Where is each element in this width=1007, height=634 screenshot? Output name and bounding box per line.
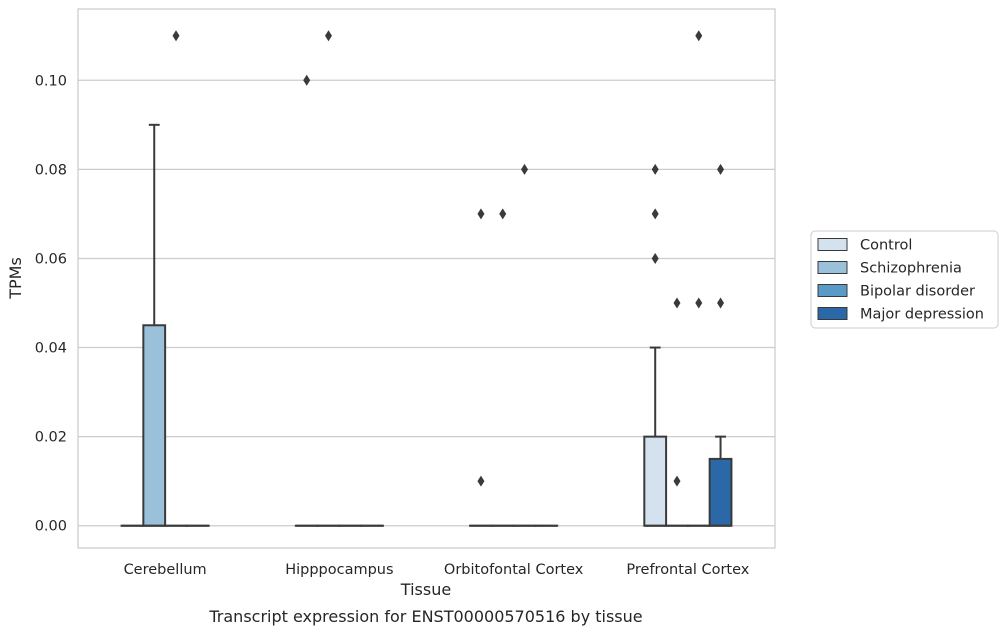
outlier-point xyxy=(521,163,529,175)
x-tick-label: Prefrontal Cortex xyxy=(626,562,749,578)
outlier-point xyxy=(695,297,703,309)
outlier-point xyxy=(477,208,485,220)
outlier-point xyxy=(499,208,507,220)
box-group xyxy=(469,208,493,527)
outlier-point xyxy=(324,30,332,42)
plot-area-frame xyxy=(77,8,776,549)
legend-swatch xyxy=(817,238,848,251)
y-tick-label: 0.10 xyxy=(35,73,67,89)
x-tick-label: Orbitofontal Cortex xyxy=(444,562,584,578)
legend: Control Schizophrenia Bipolar disorder Majo… xyxy=(810,230,999,329)
y-tick-label: 0.06 xyxy=(35,251,67,267)
box-group xyxy=(708,163,733,527)
box-marks xyxy=(120,30,733,527)
box xyxy=(708,457,733,527)
outlier-point xyxy=(717,163,725,175)
y-tick-label: 0.08 xyxy=(35,162,67,178)
box-group xyxy=(490,208,515,527)
box-group xyxy=(512,163,537,527)
outlier-point xyxy=(651,163,659,175)
legend-entry-label: Major depression xyxy=(860,307,984,323)
x-tick-label: Hipppocampus xyxy=(285,562,393,578)
legend-items: Control Schizophrenia Bipolar disorder Majo… xyxy=(817,238,984,323)
legend-entry-label: Schizophrenia xyxy=(860,261,962,277)
x-tick-label: Cerebellum xyxy=(124,562,207,578)
box-group xyxy=(686,30,711,527)
y-tick-label: 0.04 xyxy=(35,341,67,357)
outlier-point xyxy=(717,297,725,309)
box xyxy=(643,435,668,527)
x-axis-label: Tissue xyxy=(400,580,451,599)
y-tick-label: 0.00 xyxy=(35,519,67,535)
chart-caption: Transcript expression for ENST0000057051… xyxy=(208,607,642,626)
legend-entry-label: Control xyxy=(860,238,912,254)
outlier-point xyxy=(172,30,180,42)
outlier-point xyxy=(303,74,311,86)
outlier-point xyxy=(651,208,659,220)
box-group xyxy=(316,30,341,527)
outlier-point xyxy=(673,297,681,309)
gridlines xyxy=(78,79,775,527)
box-group xyxy=(643,163,668,527)
y-axis-label: TPMs xyxy=(6,257,25,300)
outlier-point xyxy=(673,475,681,487)
box-group xyxy=(294,74,319,527)
box-group xyxy=(665,297,689,527)
y-tick-label: 0.02 xyxy=(35,430,67,446)
x-axis-ticks: Cerebellum Hipppocampus Orbitofontal Corte… xyxy=(124,562,750,578)
legend-swatch xyxy=(817,261,848,274)
box xyxy=(142,324,167,527)
outlier-point xyxy=(651,252,659,264)
legend-entry-label: Bipolar disorder xyxy=(860,284,975,300)
y-axis-ticks: 0.00 0.02 0.04 0.06 0.08 0.10 xyxy=(35,73,67,534)
outlier-point xyxy=(695,30,703,42)
legend-swatch xyxy=(817,307,848,320)
legend-frame xyxy=(810,230,999,329)
legend-swatch xyxy=(817,284,848,297)
box-group xyxy=(164,30,188,527)
box-group xyxy=(142,123,167,527)
outlier-point xyxy=(477,475,485,487)
